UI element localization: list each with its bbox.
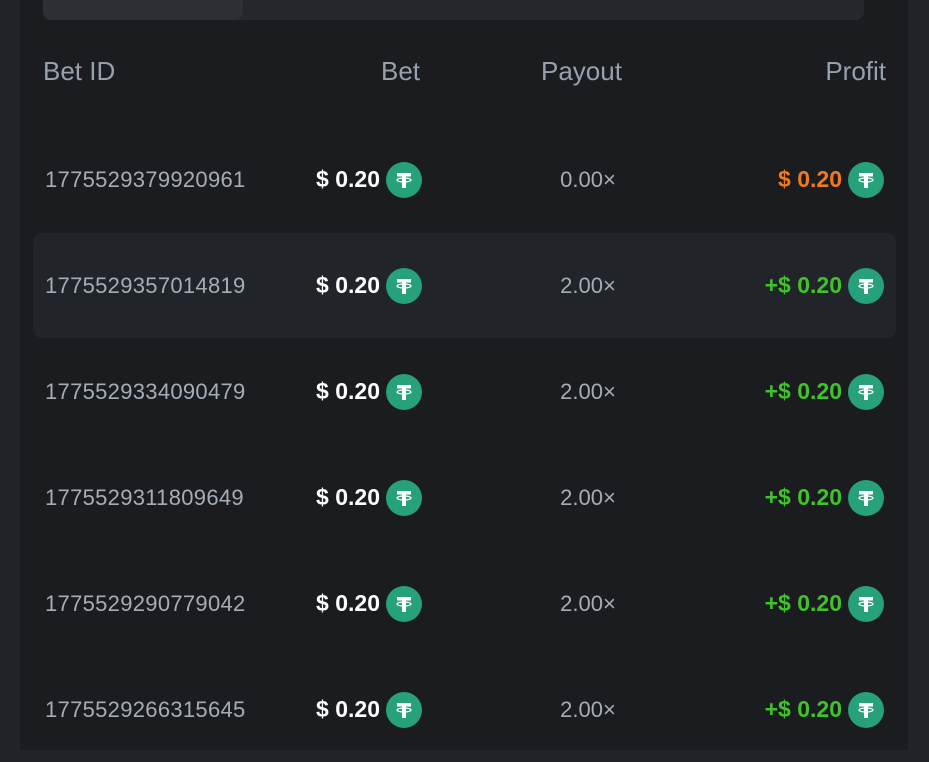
bet-id[interactable]: 1775529334090479 xyxy=(45,378,246,404)
bet-value: $ 0.20 xyxy=(316,166,380,192)
table-row[interactable]: 1775529379920961 $ 0.20 0.00× $ 0.20 xyxy=(33,127,896,232)
table-row[interactable]: 1775529334090479 $ 0.20 2.00× +$ 0.20 xyxy=(33,339,896,444)
header-bet-id: Bet ID xyxy=(43,56,116,86)
bet-id[interactable]: 1775529266315645 xyxy=(45,696,246,722)
profit-value: +$ 0.20 xyxy=(764,272,842,298)
profit-amount: +$ 0.20 xyxy=(764,585,884,622)
profit-value: +$ 0.20 xyxy=(764,590,842,616)
table-row[interactable]: 1775529290779042 $ 0.20 2.00× +$ 0.20 xyxy=(33,551,896,656)
bets-panel xyxy=(20,0,908,750)
bet-amount: $ 0.20 xyxy=(316,585,422,622)
tether-usdt-icon xyxy=(848,691,884,728)
bet-amount: $ 0.20 xyxy=(316,267,422,304)
header-profit: Profit xyxy=(825,56,886,86)
tether-usdt-icon xyxy=(848,373,884,410)
bet-value: $ 0.20 xyxy=(316,484,380,510)
bet-amount: $ 0.20 xyxy=(316,161,422,198)
bet-value: $ 0.20 xyxy=(316,378,380,404)
header-bet: Bet xyxy=(381,56,421,86)
payout-multiplier: 0.00× xyxy=(560,166,616,192)
tether-usdt-icon xyxy=(386,479,422,516)
tether-usdt-icon xyxy=(848,267,884,304)
bet-amount: $ 0.20 xyxy=(316,373,422,410)
tether-usdt-icon xyxy=(848,585,884,622)
tether-usdt-icon xyxy=(386,585,422,622)
profit-amount: +$ 0.20 xyxy=(764,691,884,728)
payout-multiplier: 2.00× xyxy=(560,696,616,722)
table-row[interactable]: 1775529311809649 $ 0.20 2.00× +$ 0.20 xyxy=(33,445,896,550)
payout-multiplier: 2.00× xyxy=(560,590,616,616)
bet-id[interactable]: 1775529290779042 xyxy=(45,590,246,616)
profit-amount: +$ 0.20 xyxy=(764,479,884,516)
bet-id[interactable]: 1775529357014819 xyxy=(45,272,246,298)
profit-value: +$ 0.20 xyxy=(764,484,842,510)
bet-id[interactable]: 1775529311809649 xyxy=(45,484,244,510)
tether-usdt-icon xyxy=(386,267,422,304)
header-payout: Payout xyxy=(541,56,622,86)
bet-amount: $ 0.20 xyxy=(316,479,422,516)
profit-value: +$ 0.20 xyxy=(764,378,842,404)
table-row[interactable]: 1775529266315645 $ 0.20 2.00× +$ 0.20 xyxy=(33,657,896,762)
bet-id[interactable]: 1775529379920961 xyxy=(45,166,246,192)
profit-amount: +$ 0.20 xyxy=(764,267,884,304)
bet-value: $ 0.20 xyxy=(316,696,380,722)
tether-usdt-icon xyxy=(386,691,422,728)
payout-multiplier: 2.00× xyxy=(560,378,616,404)
table-row[interactable]: 1775529357014819 $ 0.20 2.00× +$ 0.20 xyxy=(33,233,896,338)
profit-value: +$ 0.20 xyxy=(764,696,842,722)
bet-value: $ 0.20 xyxy=(316,272,380,298)
payout-multiplier: 2.00× xyxy=(560,272,616,298)
tether-usdt-icon xyxy=(386,373,422,410)
profit-value: $ 0.20 xyxy=(778,166,842,192)
tether-usdt-icon xyxy=(848,479,884,516)
profit-amount: $ 0.20 xyxy=(778,161,884,198)
payout-multiplier: 2.00× xyxy=(560,484,616,510)
tether-usdt-icon xyxy=(848,161,884,198)
bet-amount: $ 0.20 xyxy=(316,691,422,728)
tether-usdt-icon xyxy=(386,161,422,198)
profit-amount: +$ 0.20 xyxy=(764,373,884,410)
bet-value: $ 0.20 xyxy=(316,590,380,616)
tab-bar xyxy=(43,0,864,20)
tab-active[interactable] xyxy=(43,0,243,20)
